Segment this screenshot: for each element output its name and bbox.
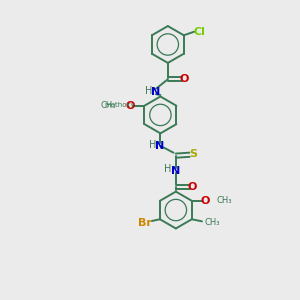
Text: CH₃: CH₃	[217, 196, 232, 205]
Text: O: O	[180, 74, 189, 84]
Text: H: H	[149, 140, 156, 150]
Text: methoxy: methoxy	[104, 102, 135, 108]
Text: N: N	[171, 166, 180, 176]
Text: H: H	[164, 164, 172, 174]
Text: CH₃: CH₃	[205, 218, 220, 227]
Text: Cl: Cl	[194, 27, 206, 37]
Text: N: N	[151, 87, 160, 97]
Text: O: O	[188, 182, 197, 192]
Text: H: H	[145, 86, 152, 96]
Text: N: N	[155, 141, 164, 151]
Text: O: O	[125, 101, 135, 111]
Text: S: S	[189, 149, 197, 159]
Text: O: O	[201, 196, 210, 206]
Text: CH₃: CH₃	[100, 101, 116, 110]
Text: Br: Br	[137, 218, 152, 228]
